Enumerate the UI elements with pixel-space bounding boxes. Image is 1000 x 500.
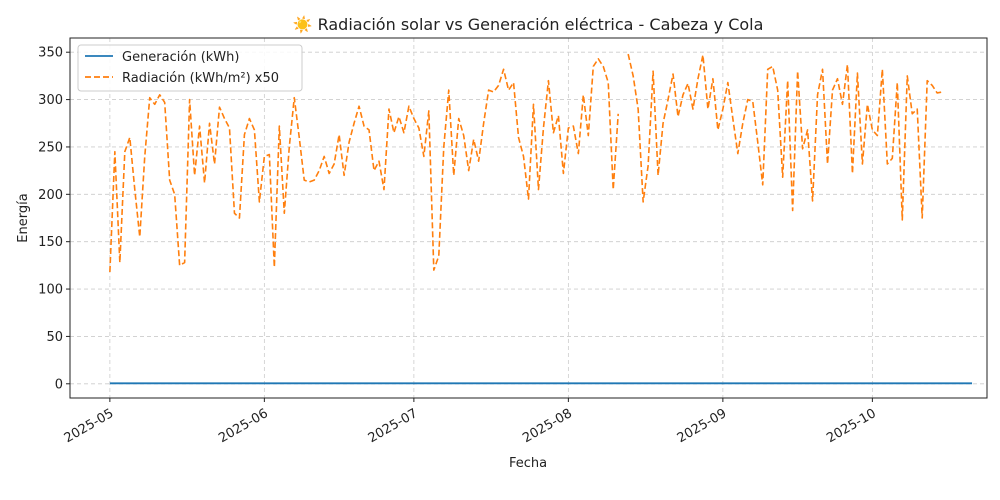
y-axis-label: Energía: [16, 193, 31, 242]
y-tick-label: 0: [55, 377, 63, 392]
y-tick-label: 200: [38, 188, 63, 203]
legend-box: [77, 44, 303, 92]
x-axis-label: Fecha: [509, 456, 547, 471]
plot-frame: [69, 37, 988, 399]
series-layer: [109, 53, 973, 385]
legend-label-radiacion: Radiación (kWh/m²) x50: [122, 71, 279, 86]
y-tick-label: 250: [38, 140, 63, 155]
y-tick-label: 150: [38, 235, 63, 250]
legend: Generación (kWh) Radiación (kWh/m²) x50: [77, 44, 303, 92]
legend-label-generacion: Generación (kWh): [122, 50, 239, 65]
series-line-radiacion: [109, 53, 943, 273]
chart-title: ☀️ Radiación solar vs Generación eléctri…: [293, 15, 764, 34]
y-tick-label: 100: [38, 283, 63, 298]
y-axis: 0 50 100 150 200 250 300 350: [38, 46, 70, 392]
y-tick-label: 50: [46, 330, 63, 345]
y-tick-label: 300: [38, 93, 63, 108]
y-tick-label: 350: [38, 46, 63, 61]
